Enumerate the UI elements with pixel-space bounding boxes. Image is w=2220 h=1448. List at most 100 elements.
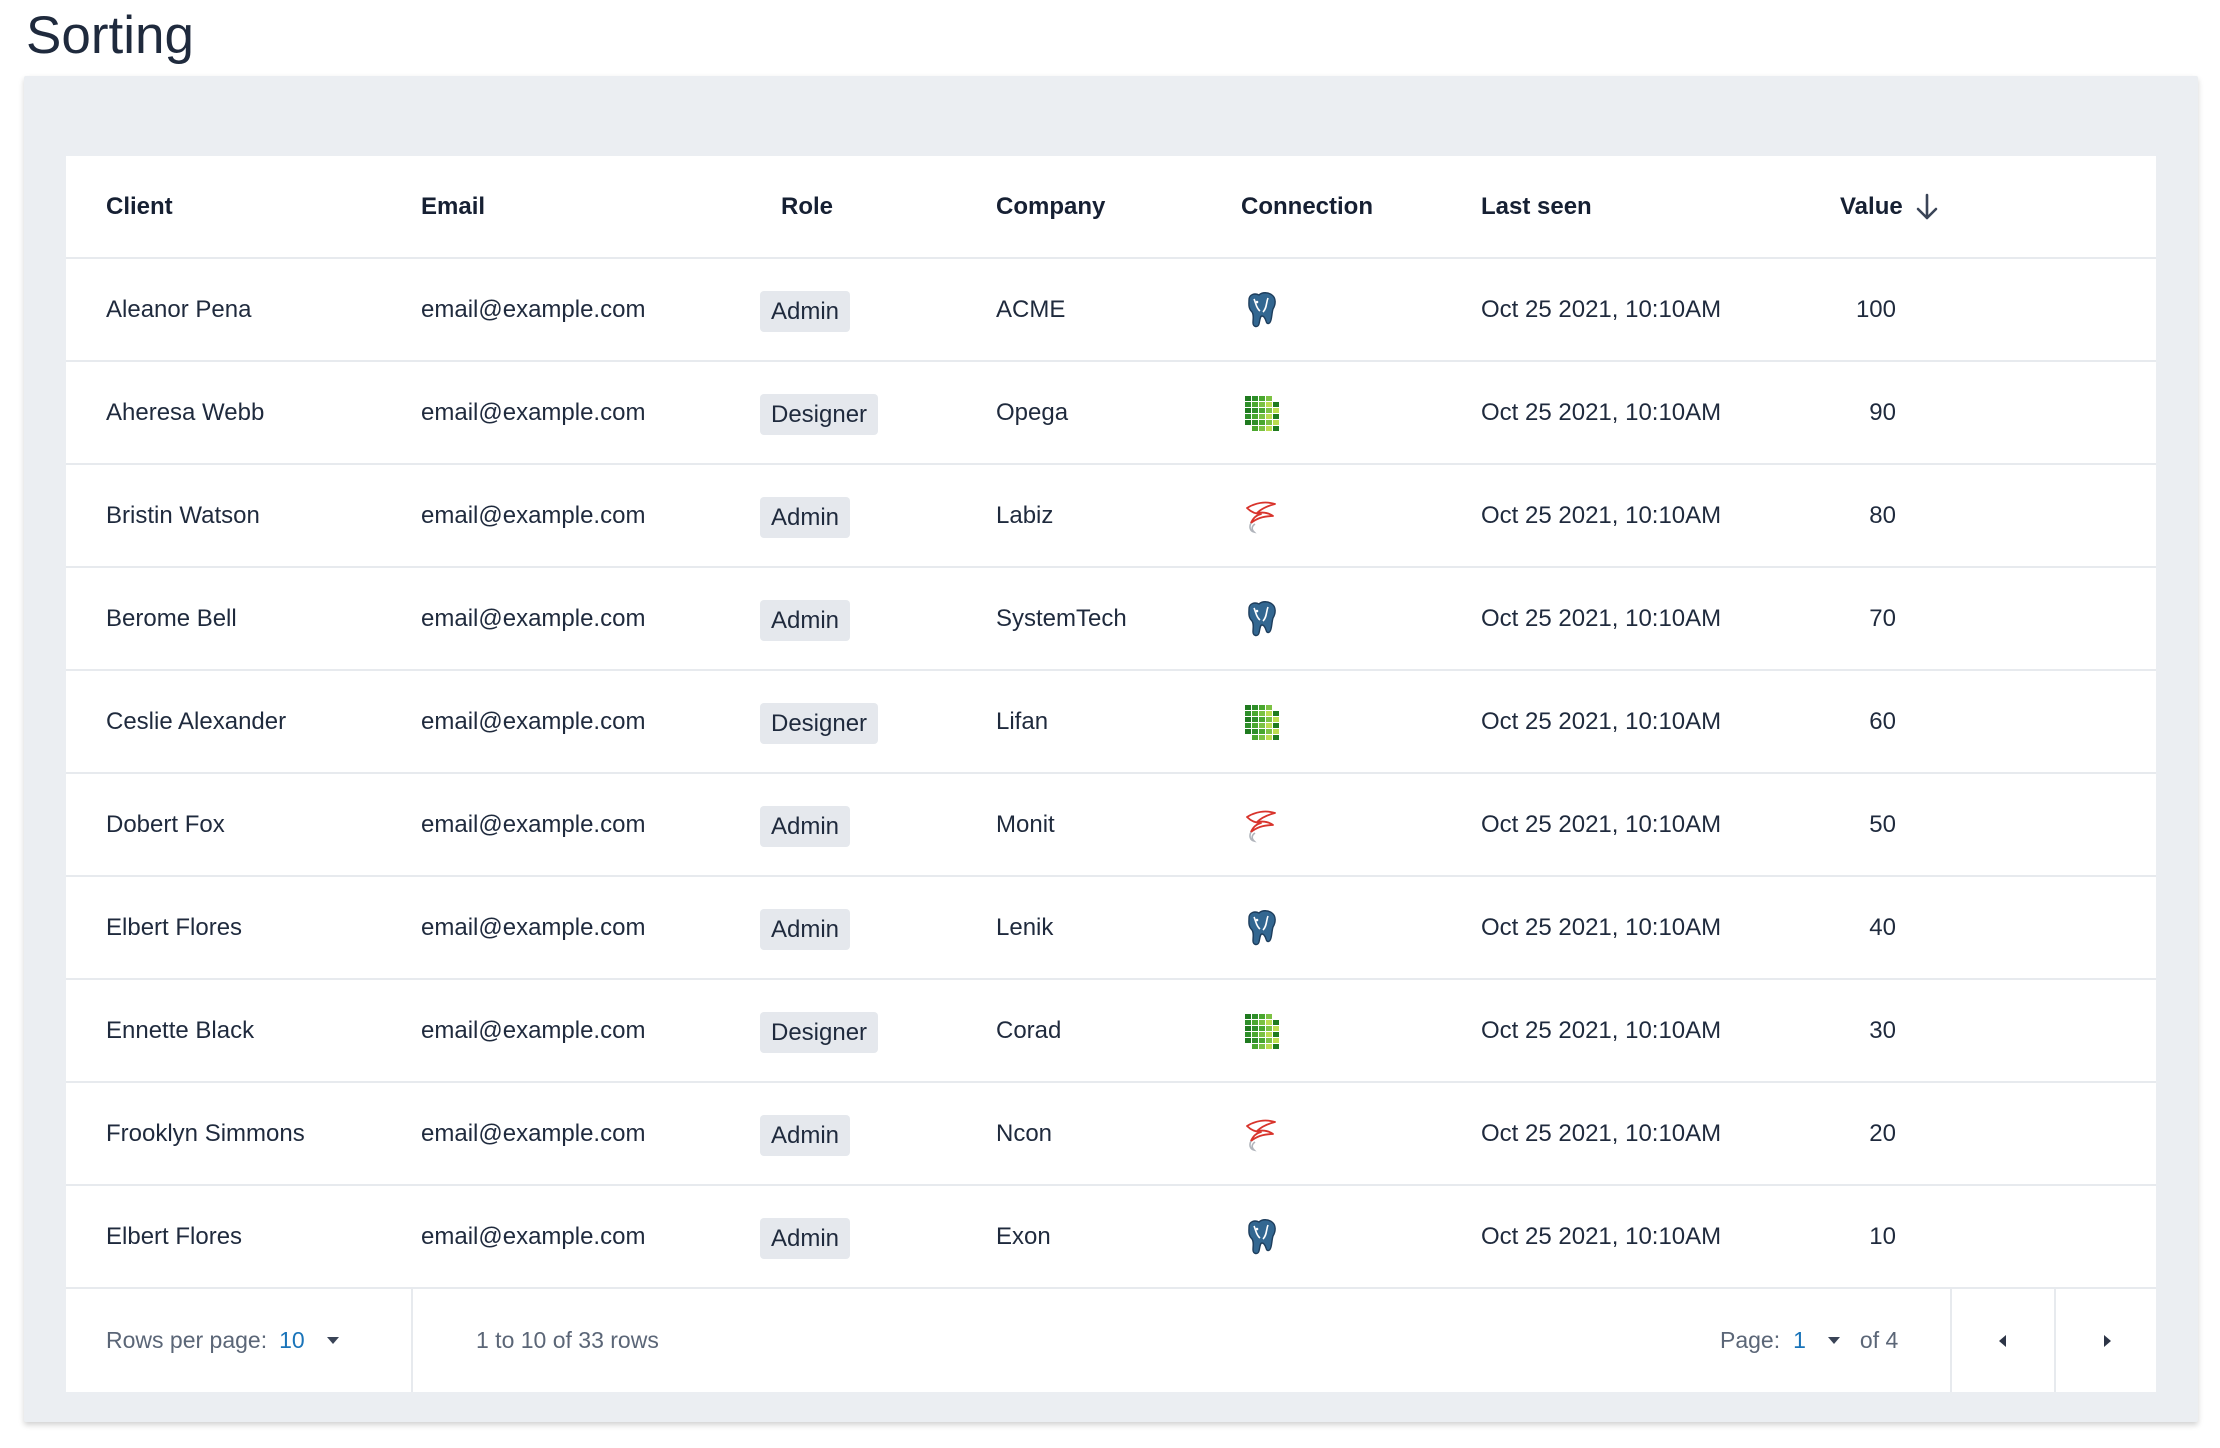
cell-role: Admin (760, 465, 851, 566)
caret-left-icon (1999, 1334, 2006, 1347)
cell-value: 100 (1855, 295, 1896, 323)
cell-role: Admin (760, 568, 851, 669)
grid-database-icon (1241, 393, 1281, 433)
column-header-value-label: Value (1840, 192, 1903, 220)
cell-connection (1241, 259, 1281, 360)
cell-company: ACME (996, 295, 1066, 323)
cell-last-seen: Oct 25 2021, 10:10AM (1481, 1119, 1722, 1147)
grid-database-icon (1241, 702, 1281, 742)
cell-value: 10 (1869, 1222, 1896, 1250)
cell-connection (1241, 568, 1281, 669)
page-label: Page: (1720, 1327, 1781, 1353)
rows-per-page-select[interactable]: 10 (279, 1327, 339, 1354)
cell-value: 90 (1869, 398, 1896, 426)
rows-per-page-label: Rows per page: (106, 1327, 268, 1353)
page-selector-group: Page: 1 of 4 (1720, 1289, 1898, 1392)
cell-connection (1241, 671, 1281, 772)
cell-company: Opega (996, 398, 1069, 426)
previous-page-button[interactable] (1952, 1289, 2054, 1392)
table-row[interactable]: Elbert Flores email@example.com Admin Ex… (66, 1186, 2156, 1289)
rows-range-text: 1 to 10 of 33 rows (476, 1327, 659, 1353)
cell-role: Designer (760, 362, 879, 463)
role-badge: Admin (760, 1218, 851, 1259)
cell-client: Bristin Watson (106, 501, 260, 529)
postgresql-icon (1241, 599, 1281, 639)
cell-last-seen: Oct 25 2021, 10:10AM (1481, 707, 1722, 735)
cell-last-seen: Oct 25 2021, 10:10AM (1481, 1222, 1722, 1250)
page-total: of 4 (1859, 1327, 1899, 1353)
cell-connection (1241, 877, 1281, 978)
table-row[interactable]: Dobert Fox email@example.com Admin Monit… (66, 774, 2156, 877)
cell-connection (1241, 362, 1281, 463)
sql-server-icon (1241, 496, 1281, 536)
table-header-row: Client Email Role Company Connection Las… (66, 156, 2156, 259)
table-row[interactable]: Elbert Flores email@example.com Admin Le… (66, 877, 2156, 980)
column-header-company[interactable]: Company (996, 192, 1106, 220)
table-panel: Client Email Role Company Connection Las… (24, 76, 2198, 1422)
column-header-email[interactable]: Email (421, 192, 486, 220)
sql-server-icon (1241, 1114, 1281, 1154)
cell-value: 30 (1869, 1016, 1896, 1044)
cell-value: 50 (1869, 810, 1896, 838)
column-header-last-seen[interactable]: Last seen (1481, 192, 1592, 220)
cell-email: email@example.com (421, 604, 646, 632)
cell-email: email@example.com (421, 810, 646, 838)
cell-client: Frooklyn Simmons (106, 1119, 305, 1147)
role-badge: Admin (760, 291, 851, 332)
column-header-role[interactable]: Role (781, 192, 834, 220)
cell-company: Labiz (996, 501, 1054, 529)
next-page-button[interactable] (2056, 1289, 2158, 1392)
cell-last-seen: Oct 25 2021, 10:10AM (1481, 501, 1722, 529)
cell-value: 20 (1869, 1119, 1896, 1147)
cell-role: Admin (760, 877, 851, 978)
page-title: Sorting (26, 6, 194, 65)
cell-role: Admin (760, 1083, 851, 1184)
divider (1950, 1289, 1952, 1392)
role-badge: Admin (760, 909, 851, 950)
column-header-client[interactable]: Client (106, 192, 173, 220)
divider (411, 1289, 413, 1392)
role-badge: Admin (760, 600, 851, 641)
arrow-down-icon[interactable] (1913, 192, 1941, 222)
cell-last-seen: Oct 25 2021, 10:10AM (1481, 913, 1722, 941)
cell-email: email@example.com (421, 913, 646, 941)
column-header-value[interactable]: Value (1840, 156, 1941, 257)
data-table: Client Email Role Company Connection Las… (66, 156, 2156, 1392)
cell-company: Lifan (996, 707, 1049, 735)
pagination-bar: Rows per page: 10 1 to 10 of 33 rows Pag… (66, 1289, 2156, 1392)
cell-connection (1241, 980, 1281, 1081)
table-row[interactable]: Ennette Black email@example.com Designer… (66, 980, 2156, 1083)
cell-client: Aleanor Pena (106, 295, 252, 323)
cell-value: 80 (1869, 501, 1896, 529)
cell-value: 60 (1869, 707, 1896, 735)
cell-role: Designer (760, 671, 879, 772)
role-badge: Admin (760, 1115, 851, 1156)
table-row[interactable]: Frooklyn Simmons email@example.com Admin… (66, 1083, 2156, 1186)
cell-email: email@example.com (421, 295, 646, 323)
cell-role: Designer (760, 980, 879, 1081)
table-row[interactable]: Bristin Watson email@example.com Admin L… (66, 465, 2156, 568)
cell-client: Ennette Black (106, 1016, 255, 1044)
cell-email: email@example.com (421, 1119, 646, 1147)
cell-role: Admin (760, 259, 851, 360)
cell-value: 70 (1869, 604, 1896, 632)
table-row[interactable]: Aheresa Webb email@example.com Designer … (66, 362, 2156, 465)
chevron-down-icon (1827, 1337, 1840, 1344)
cell-connection (1241, 1083, 1281, 1184)
table-row[interactable]: Aleanor Pena email@example.com Admin ACM… (66, 259, 2156, 362)
page-select[interactable]: 1 (1793, 1327, 1840, 1354)
cell-email: email@example.com (421, 1016, 646, 1044)
cell-client: Berome Bell (106, 604, 237, 632)
table-row[interactable]: Berome Bell email@example.com Admin Syst… (66, 568, 2156, 671)
cell-company: Corad (996, 1016, 1062, 1044)
table-row[interactable]: Ceslie Alexander email@example.com Desig… (66, 671, 2156, 774)
column-header-connection[interactable]: Connection (1241, 192, 1373, 220)
cell-company: Ncon (996, 1119, 1053, 1147)
cell-company: Exon (996, 1222, 1051, 1250)
cell-client: Elbert Flores (106, 913, 243, 941)
postgresql-icon (1241, 908, 1281, 948)
postgresql-icon (1241, 1217, 1281, 1257)
cell-role: Admin (760, 774, 851, 875)
cell-email: email@example.com (421, 1222, 646, 1250)
cell-role: Admin (760, 1186, 851, 1287)
